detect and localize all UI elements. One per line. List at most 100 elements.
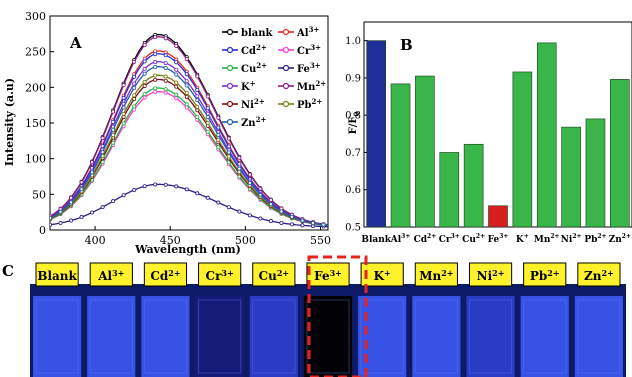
panel-a-series-marker [174, 80, 179, 85]
panel-a-series-marker [247, 180, 252, 185]
panel-b-y-tick-label: 0.6 [345, 185, 361, 196]
panel-a-legend-label: K+ [241, 79, 256, 93]
panel-a-series-marker [247, 213, 252, 218]
vial-rim [523, 299, 567, 374]
panel-a-legend-item: Cu2+ [222, 61, 267, 75]
panel-a-x-axis-label: Wavelength (nm) [134, 243, 241, 256]
panel-a-y-tick-label: 100 [25, 153, 46, 166]
panel-a-y-tick-label: 50 [32, 188, 46, 201]
panel-a-series-marker [111, 140, 116, 145]
vial-body [358, 296, 407, 377]
panel-b-letter: B [400, 36, 413, 54]
vial-body [141, 296, 190, 377]
vial-label: K+ [360, 262, 404, 287]
panel-a-series-marker [153, 182, 158, 187]
vial-label-text: Mn2+ [419, 268, 453, 283]
panel-a-series-marker [90, 210, 95, 215]
panel-a-series-marker [184, 83, 189, 88]
panel-a-series-marker [79, 180, 84, 185]
vial-label: Blank [35, 262, 79, 287]
vial-label-text: Zn2+ [584, 268, 614, 283]
panel-a-series-marker [50, 222, 52, 227]
panel-a-series-marker [79, 187, 84, 192]
vial-label-background [35, 262, 79, 287]
panel-a-legend-item: K+ [222, 79, 256, 93]
panel-b-bar [415, 75, 435, 228]
vial-body [249, 296, 298, 377]
panel-a-series-marker [132, 59, 137, 64]
vial [303, 296, 353, 377]
panel-a-legend-label: Pb2+ [297, 97, 322, 111]
panel-a-series-marker [163, 66, 168, 71]
panel-b-bar [585, 118, 606, 228]
vial-label: Cu2+ [252, 262, 296, 287]
panel-a-series-marker [195, 104, 200, 109]
panel-a-y-tick-label: 300 [25, 10, 46, 23]
vial-rim [252, 299, 296, 374]
panel-a-series [50, 182, 328, 229]
vial [249, 296, 298, 377]
panel-a-series-marker [184, 79, 189, 84]
panel-b-bar [488, 205, 508, 228]
panel-a-series-marker [300, 218, 305, 223]
panel-a-series-marker [163, 87, 168, 92]
panel-a-series-marker [310, 221, 315, 226]
panel-a-series-marker [289, 222, 294, 227]
panel-a-series-marker [163, 61, 168, 66]
vial-label-text: Cr3+ [206, 268, 234, 283]
panel-a-series-marker [121, 121, 126, 126]
panel-b-x-tick-label: Cr3+ [439, 233, 460, 245]
panel-a-series-marker [216, 132, 221, 137]
panel-a-series-marker [58, 209, 63, 214]
panel-a-series-marker [205, 94, 210, 99]
panel-a-series-marker [142, 95, 147, 100]
panel-a-series-marker [100, 150, 105, 155]
panel-a-legend-label: Fe3+ [297, 61, 321, 75]
panel-a-series-marker [216, 115, 221, 120]
vial-label-background [577, 262, 621, 287]
panel-a-y-tick-label: 0 [39, 224, 46, 237]
panel-a-series-marker [100, 205, 105, 210]
panel-a-series-marker [300, 223, 305, 228]
panel-a-series-marker [132, 104, 137, 109]
legend-marker-icon [226, 118, 234, 126]
panel-a-series-marker [258, 216, 263, 221]
vial-body [574, 296, 623, 377]
panel-a-legend-label: blank [241, 28, 274, 39]
vial-body [412, 296, 461, 377]
vial-label-background [360, 262, 404, 287]
vial-label: Zn2+ [577, 262, 621, 287]
vial-label: Pb2+ [523, 262, 567, 287]
panel-a-series-marker [111, 109, 116, 114]
panel-a-series-marker [247, 172, 252, 177]
panel-a-series-marker [163, 74, 168, 79]
panel-a-series-marker [90, 170, 95, 175]
panel-a-series-marker [153, 73, 158, 78]
panel-a-series-marker [258, 192, 263, 197]
panel-b-x-tick-label: Ni2+ [561, 233, 582, 245]
panel-a-series-marker [142, 43, 147, 48]
panel-a-series-marker [216, 145, 221, 150]
vial-rim [89, 299, 133, 374]
vial-label-text: Blank [37, 269, 77, 283]
panel-a-series-marker [184, 94, 189, 99]
panel-a-line-chart: 400 450 500 550 0 50 100 150 200 250 300 A Wavelen… [3, 10, 331, 256]
panel-a-legend-label: Zn2+ [241, 115, 266, 129]
panel-a-series-marker [205, 129, 210, 134]
panel-a-series-marker [163, 36, 168, 41]
vial [466, 296, 515, 377]
panel-a-series-marker [321, 222, 326, 227]
panel-a-series-marker [153, 89, 158, 94]
panel-a-plot-frame [49, 15, 329, 231]
panel-b-bar [610, 79, 630, 228]
panel-a-series-marker [174, 96, 179, 101]
vial-label: Cd2+ [143, 262, 188, 287]
vial-body [195, 296, 244, 377]
panel-a-series-marker [184, 57, 189, 62]
legend-marker-icon [226, 28, 234, 36]
panel-a-legend-label: Mn2+ [297, 79, 326, 93]
panel-a-series-marker [184, 187, 189, 192]
panel-a-series-marker [121, 193, 126, 198]
vial [574, 296, 623, 377]
panel-a-series-marker [268, 197, 273, 202]
